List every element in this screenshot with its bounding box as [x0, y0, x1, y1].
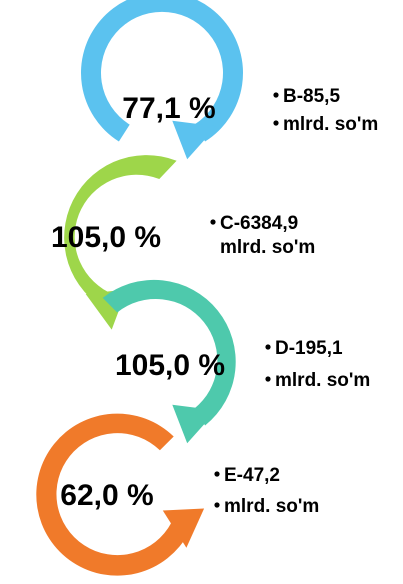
- label-b-line1: B-85,5: [283, 86, 340, 107]
- label-c: C-6384,9 mlrd. so'm: [210, 213, 315, 258]
- bullet-d-1: [265, 344, 271, 350]
- label-d: D-195,1 mlrd. so'm: [265, 338, 370, 391]
- percent-b: 77,1 %: [122, 92, 215, 125]
- arrow-b-head: [172, 120, 217, 160]
- label-d-line1: D-195,1: [275, 338, 343, 359]
- bullet-d-2: [265, 376, 271, 382]
- percent-d: 105,0 %: [115, 349, 225, 382]
- arrow-c-ring: [64, 155, 177, 315]
- arrow-d: [102, 279, 236, 444]
- label-c-line1: C-6384,9: [220, 213, 298, 234]
- label-e: E-47,2 mlrd. so'm: [214, 465, 319, 517]
- arrow-e-head: [162, 508, 205, 548]
- label-d-line2: mlrd. so'm: [275, 370, 370, 391]
- label-c-line2: mlrd. so'm: [220, 237, 315, 258]
- arrow-e: [36, 413, 205, 576]
- bullet-e-2: [214, 502, 220, 508]
- arrow-d-head: [172, 404, 217, 444]
- percent-c: 105,0 %: [51, 221, 161, 254]
- bullet-c-1: [210, 219, 216, 225]
- label-e-line1: E-47,2: [224, 465, 280, 486]
- percent-e: 62,0 %: [60, 479, 153, 512]
- arrow-b: [81, 0, 243, 160]
- bullet-b-2: [273, 120, 279, 126]
- bullet-e-1: [214, 471, 220, 477]
- arrow-d-ring: [102, 279, 236, 426]
- label-b: B-85,5 mlrd. so'm: [273, 86, 378, 135]
- bullet-b-1: [273, 92, 279, 98]
- label-b-line2: mlrd. so'm: [283, 114, 378, 135]
- label-e-line2: mlrd. so'm: [224, 496, 319, 517]
